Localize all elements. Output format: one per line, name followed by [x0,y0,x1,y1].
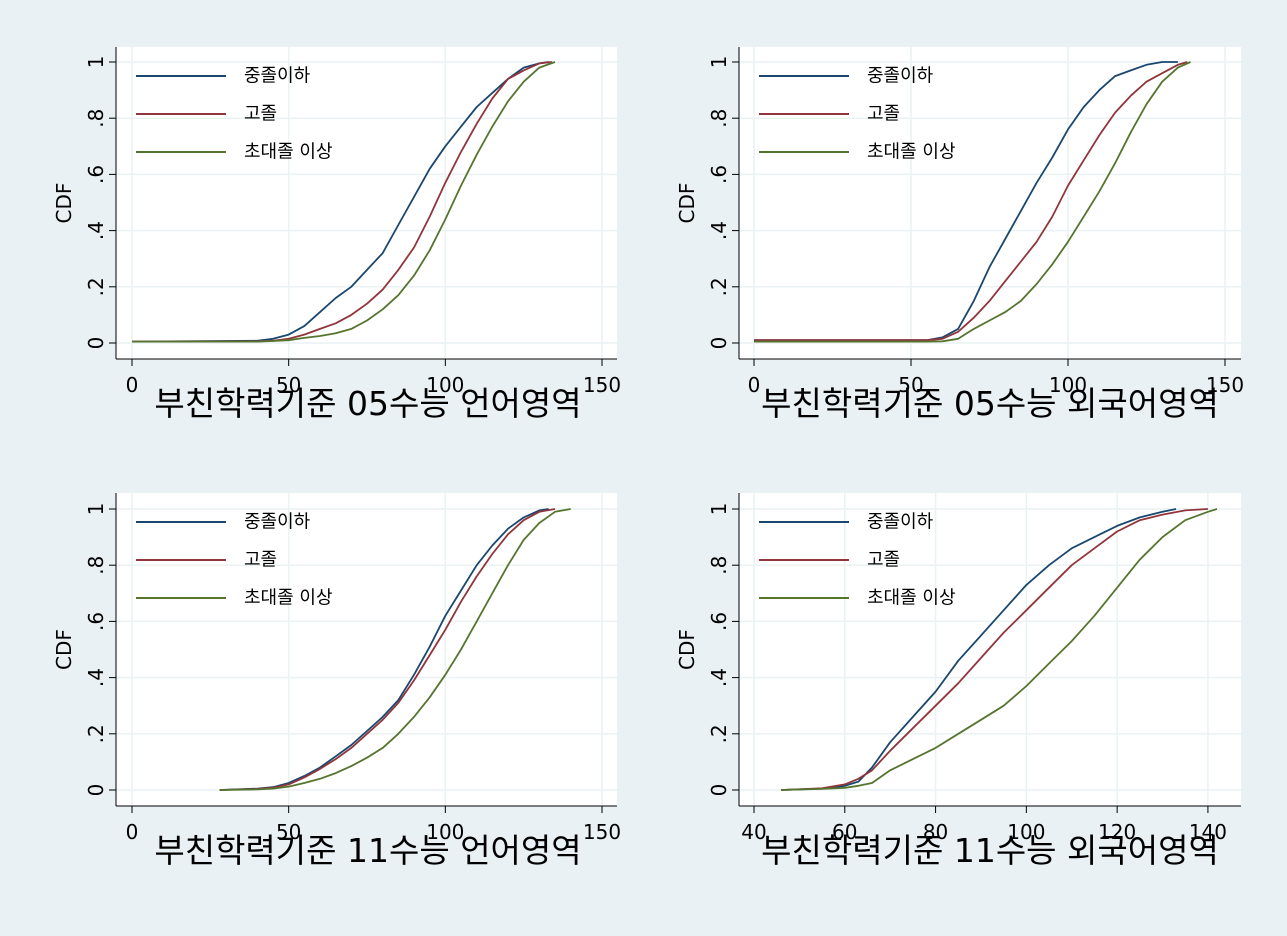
series-line-1 [219,508,549,791]
x-tick-label: 100 [426,820,464,844]
x-tick-label: 100 [426,373,464,397]
plot-area [116,47,617,359]
chart-panel-3: 0 .2 .4 .6 .8 1 0 50 100 150 CDF 부친학력기준 11수능 언어영역 중졸… [52,493,621,870]
y-tick-label: 0 [707,784,731,797]
legend-label: 고졸 [244,550,277,571]
legend-label: 고졸 [867,104,900,125]
legend-label: 중졸이하 [244,512,311,533]
legend-label: 중졸이하 [867,512,934,533]
x-tick-label: 140 [1189,820,1227,844]
legend-label: 초대졸 이상 [244,142,333,163]
y-tick-label: .2 [707,277,731,296]
y-tick-label: .6 [84,165,108,184]
x-tick-label: 40 [741,820,766,844]
x-axis-title: 부친학력기준 05수능 외국어영역 [761,384,1219,423]
legend-label: 초대졸 이상 [244,588,333,609]
y-axis-title: CDF [52,629,76,670]
y-tick-label: .4 [84,668,108,687]
legend-label: 중졸이하 [244,66,311,87]
series-line-3 [754,61,1191,343]
legend-label: 초대졸 이상 [867,588,956,609]
y-axis-title: CDF [52,183,76,224]
y-tick-label: 1 [707,503,731,516]
series-line-3 [132,61,556,343]
series-line-2 [131,61,552,343]
x-tick-label: 0 [126,373,139,397]
x-tick-label: 100 [1007,820,1045,844]
plot-area [739,47,1241,359]
x-tick-label: 120 [1098,820,1136,844]
plot-area [739,493,1241,806]
x-tick-label: 150 [1206,373,1244,397]
y-tick-label: 1 [84,503,108,516]
x-axis-title: 부친학력기준 11수능 언어영역 [154,831,581,870]
y-axis-title: CDF [675,629,699,670]
series-line-1 [131,61,549,343]
legend-label: 중졸이하 [867,66,934,87]
y-tick-label: 0 [707,337,731,350]
y-tick-label: .6 [84,612,108,631]
series-line-2 [781,508,1208,791]
x-tick-label: 50 [898,373,923,397]
x-tick-label: 0 [126,820,139,844]
y-tick-label: .4 [707,668,731,687]
y-tick-label: .8 [84,109,108,128]
x-tick-label: 60 [832,820,857,844]
legend-label: 초대졸 이상 [867,142,956,163]
chart-panel-2: 0 .2 .4 .6 .8 1 0 50 100 150 CDF 부친학력기준 05수능 외국어영역 중… [675,47,1244,423]
series-line-1 [754,61,1178,342]
legend-label: 고졸 [244,104,277,125]
x-tick-label: 150 [583,373,621,397]
y-tick-label: .8 [707,556,731,575]
y-tick-label: 0 [84,784,108,797]
y-tick-label: .2 [84,277,108,296]
y-tick-label: .6 [707,165,731,184]
y-tick-label: .2 [84,724,108,743]
y-tick-label: 1 [707,56,731,69]
y-tick-label: 0 [84,337,108,350]
x-tick-label: 0 [748,373,761,397]
series-line-1 [781,508,1177,791]
y-tick-label: .8 [707,109,731,128]
x-tick-label: 50 [276,373,301,397]
series-line-3 [219,508,571,791]
series-line-2 [754,61,1188,342]
y-axis-title: CDF [675,183,699,224]
y-tick-label: .4 [84,221,108,240]
y-tick-label: .2 [707,724,731,743]
legend-label: 고졸 [867,550,900,571]
y-tick-label: .6 [707,612,731,631]
x-tick-label: 80 [923,820,948,844]
x-axis-title: 부친학력기준 11수능 외국어영역 [761,831,1219,870]
x-tick-label: 100 [1049,373,1087,397]
y-tick-label: .4 [707,221,731,240]
chart-panel-1: 0 .2 .4 .6 .8 1 0 50 100 150 CDF 부친학력기준 05수능 언어영역 중졸… [52,47,621,423]
series-line-2 [219,508,556,791]
x-tick-label: 50 [276,820,301,844]
y-tick-label: .8 [84,556,108,575]
plot-area [116,493,617,806]
x-axis-title: 부친학력기준 05수능 언어영역 [154,384,581,423]
y-tick-label: 1 [84,56,108,69]
series-line-3 [781,508,1218,791]
x-tick-label: 150 [583,820,621,844]
